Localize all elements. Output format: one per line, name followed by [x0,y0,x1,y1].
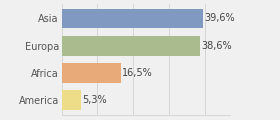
Bar [62,9,203,28]
Text: 38,6%: 38,6% [201,41,232,51]
Bar [62,90,81,110]
Bar [62,36,200,56]
Text: 39,6%: 39,6% [205,13,235,24]
Text: 5,3%: 5,3% [82,95,107,105]
Text: 16,5%: 16,5% [122,68,153,78]
Bar [62,63,121,83]
